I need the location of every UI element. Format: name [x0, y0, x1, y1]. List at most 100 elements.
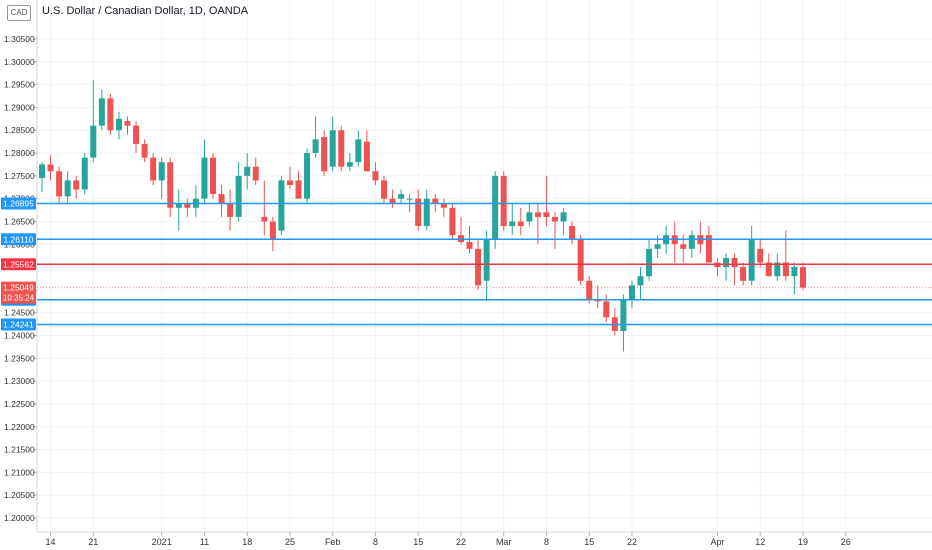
y-tick-label: 1.28500 [4, 125, 35, 135]
x-tick-label: 14 [46, 537, 56, 547]
y-tick-label: 1.20000 [4, 513, 35, 523]
candle-body [184, 203, 191, 208]
x-tick-label: 21 [88, 537, 98, 547]
x-tick-label: 18 [242, 537, 252, 547]
y-tick-label: 1.28000 [4, 148, 35, 158]
candle-body [500, 175, 507, 227]
candle-body [39, 164, 45, 179]
x-tick-label: 19 [798, 537, 808, 547]
candle [389, 189, 396, 208]
candle [64, 171, 71, 204]
candle-body [492, 175, 499, 240]
candle [500, 171, 507, 231]
candle [329, 116, 336, 172]
candle [252, 157, 259, 185]
level-price-label: 1.24241 [3, 320, 34, 330]
candle-body [252, 166, 259, 181]
candle-body [175, 203, 182, 208]
candle [603, 294, 610, 322]
y-tick-label: 1.22000 [4, 422, 35, 432]
candle-body [286, 180, 293, 185]
candle [235, 162, 242, 222]
candle [73, 175, 80, 199]
candle-body [269, 221, 276, 240]
candle-body [782, 262, 789, 277]
candle-body [124, 121, 131, 126]
candle [731, 253, 738, 286]
candle [534, 203, 541, 245]
candle [39, 162, 45, 192]
y-tick-label: 1.22500 [4, 399, 35, 409]
candle [620, 294, 627, 352]
horizontal-levels[interactable]: 1.26895 1.26110 1.25562 1.24783 1.24241 [1, 197, 932, 331]
candle [167, 157, 174, 217]
candle [526, 203, 533, 227]
candle-body [227, 203, 234, 217]
candle [543, 175, 550, 227]
candle-body [295, 180, 302, 199]
candle-body [757, 248, 764, 263]
candle-body [723, 257, 729, 268]
candle-body [115, 118, 122, 131]
level-price-label: 1.26110 [3, 234, 33, 244]
candle [398, 189, 405, 204]
candle [569, 221, 576, 245]
candle-body [586, 280, 593, 300]
candle [594, 285, 601, 309]
candle-body [423, 198, 430, 227]
candle [81, 153, 88, 195]
candle [552, 212, 558, 249]
candle [697, 221, 704, 254]
candle [577, 235, 584, 286]
candle-body [748, 239, 755, 281]
candle [201, 139, 208, 204]
candle-body [509, 221, 516, 227]
candle-body [483, 239, 490, 281]
currency-badge[interactable]: CAD [7, 5, 31, 21]
level-price-label: 1.25562 [3, 259, 34, 269]
candle [757, 239, 764, 268]
candle-body [244, 166, 251, 176]
candle [158, 157, 165, 199]
candle [227, 189, 234, 231]
candle [192, 184, 199, 217]
candle-body [543, 212, 550, 217]
x-tick-label: 22 [456, 537, 466, 547]
candle-body [304, 153, 311, 199]
horizontal-level[interactable]: 1.26895 [1, 197, 932, 210]
x-tick-label: Apr [710, 537, 724, 547]
candle [723, 253, 729, 281]
candle-body [654, 244, 661, 249]
candle-body [569, 226, 576, 240]
x-tick-label: 2021 [152, 537, 172, 547]
candle-body [765, 262, 772, 277]
candle-body [774, 262, 781, 277]
candle-body [560, 212, 567, 222]
candle-body [406, 198, 413, 200]
x-tick-label: 15 [413, 537, 423, 547]
candle-body [141, 143, 148, 158]
price-axis: 1.30500 1.30000 1.29500 1.29000 1.28500 1.280… [4, 34, 37, 523]
candle [124, 116, 131, 135]
horizontal-level[interactable]: 1.24783 [1, 293, 932, 306]
candle [115, 111, 122, 140]
candle [261, 180, 268, 236]
candle-body [628, 285, 635, 300]
candle-body [107, 98, 114, 131]
candle [175, 189, 182, 231]
horizontal-level[interactable]: 1.26110 [1, 233, 932, 246]
x-tick-label: Feb [325, 537, 341, 547]
candles [39, 80, 806, 352]
x-tick-label: 8 [373, 537, 378, 547]
candle [355, 130, 362, 167]
level-price-tag [1, 318, 36, 331]
horizontal-level[interactable]: 1.25562 [1, 258, 932, 271]
y-tick-label: 1.26500 [4, 216, 35, 226]
y-tick-label: 1.30000 [4, 57, 35, 67]
candle-body [56, 171, 63, 197]
candle-body [680, 244, 687, 249]
candle-body [534, 212, 541, 217]
horizontal-level[interactable]: 1.24241 [1, 318, 932, 331]
